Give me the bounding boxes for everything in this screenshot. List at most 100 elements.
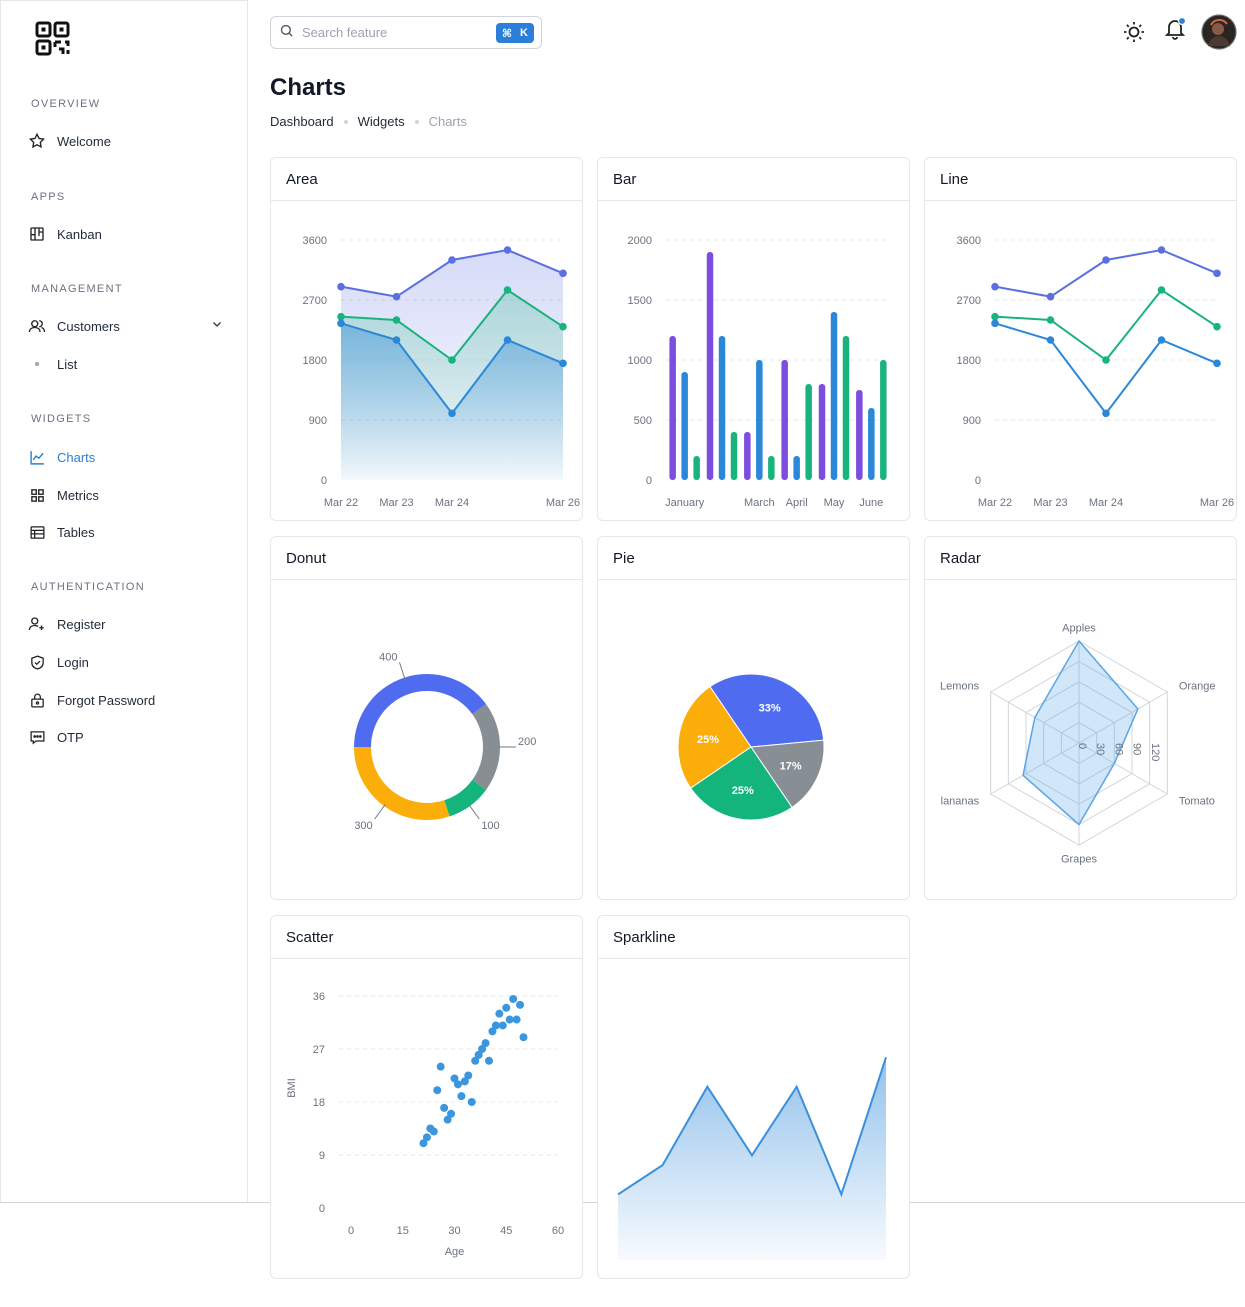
bell-icon bbox=[1163, 16, 1187, 46]
sidebar-item-welcome[interactable]: Welcome bbox=[27, 129, 227, 153]
slice-label: 400 bbox=[379, 651, 397, 663]
radar-axis-label: Apples bbox=[1062, 623, 1096, 635]
y-tick-label: 36 bbox=[313, 991, 325, 1003]
radar-area bbox=[1022, 639, 1139, 826]
card-line: Line 0 900 1800 2700 3600 Mar 22 Mar 23 Mar 24 M… bbox=[924, 157, 1237, 521]
line-chart: 0 900 1800 2700 3600 Mar 22 Mar 23 Mar 24 Mar 26 bbox=[957, 235, 1235, 509]
sidebar-item-login[interactable]: Login bbox=[27, 650, 227, 674]
y-tick-label: 2000 bbox=[628, 235, 652, 247]
sidebar: OVERVIEW Welcome APPS Kanban MANAGEMENT … bbox=[0, 0, 248, 1203]
x-tick-label: 30 bbox=[448, 1225, 460, 1237]
scatter-point bbox=[440, 1103, 449, 1112]
breadcrumb-dashboard[interactable]: Dashboard bbox=[270, 114, 334, 129]
radar-axis-label: Orange bbox=[1179, 680, 1216, 692]
y-tick-label: 1000 bbox=[628, 355, 652, 367]
slice-label: 17% bbox=[780, 761, 802, 773]
scatter-point bbox=[485, 1056, 493, 1065]
data-point bbox=[337, 319, 345, 328]
bar bbox=[718, 336, 726, 480]
sidebar-item-charts[interactable]: Charts bbox=[27, 445, 227, 469]
radar-tick-label: 120 bbox=[1149, 743, 1161, 761]
sidebar-item-tables[interactable]: Tables bbox=[27, 520, 227, 544]
card-title: Donut bbox=[271, 537, 582, 580]
x-tick-label: Mar 22 bbox=[978, 497, 1012, 509]
x-tick-label: January bbox=[665, 497, 705, 509]
sidebar-item-kanban[interactable]: Kanban bbox=[27, 222, 227, 246]
radar-tick-label: 0 bbox=[1076, 743, 1088, 749]
theme-toggle-button[interactable] bbox=[1122, 20, 1146, 49]
search-placeholder: Search feature bbox=[302, 25, 388, 40]
chevron-down-icon[interactable] bbox=[211, 318, 223, 333]
radar-axis-label: lananas bbox=[941, 796, 980, 808]
sidebar-item-label: Tables bbox=[57, 524, 95, 540]
data-point bbox=[1102, 409, 1110, 418]
users-icon bbox=[27, 316, 47, 336]
sidebar-item-metrics[interactable]: Metrics bbox=[27, 483, 227, 507]
scatter-point bbox=[509, 994, 518, 1003]
sidebar-item-label: Register bbox=[57, 616, 106, 632]
sidebar-item-label: Metrics bbox=[57, 487, 99, 503]
sidebar-item-customers[interactable]: Customers bbox=[27, 314, 227, 338]
scatter-point bbox=[505, 1015, 514, 1024]
section-title-widgets: WIDGETS bbox=[31, 413, 92, 425]
label-leader bbox=[399, 662, 406, 680]
radar-tick-label: 30 bbox=[1094, 743, 1106, 755]
scatter-point bbox=[464, 1071, 473, 1080]
avatar[interactable] bbox=[1201, 14, 1237, 55]
y-tick-label: 0 bbox=[975, 475, 981, 487]
radar-axis-label: Grapes bbox=[1061, 853, 1098, 865]
data-point bbox=[392, 336, 401, 344]
pie-slice bbox=[709, 673, 825, 748]
data-point bbox=[1046, 316, 1055, 324]
section-title-authentication: AUTHENTICATION bbox=[31, 581, 145, 593]
scatter-point bbox=[422, 1133, 431, 1142]
scatter-point bbox=[488, 1027, 497, 1036]
y-tick-label: 900 bbox=[309, 415, 327, 427]
data-point bbox=[503, 286, 512, 294]
sidebar-item-label: Charts bbox=[57, 449, 96, 465]
data-point bbox=[991, 312, 999, 321]
y-axis-title: BMI bbox=[286, 1078, 298, 1098]
donut-slice bbox=[354, 674, 487, 747]
data-point bbox=[1213, 322, 1221, 331]
slice-label: 100 bbox=[481, 820, 499, 832]
sidebar-item-otp[interactable]: OTP bbox=[27, 725, 227, 749]
x-tick-label: 45 bbox=[500, 1225, 512, 1237]
card-radar: Radar Apples Orange Tomato Grapes lananas Lem… bbox=[924, 536, 1237, 900]
breadcrumb-charts: Charts bbox=[428, 114, 467, 129]
data-point bbox=[1157, 286, 1166, 294]
section-title-overview: OVERVIEW bbox=[31, 98, 101, 110]
x-tick-label: March bbox=[744, 497, 775, 509]
scatter-point bbox=[443, 1115, 452, 1124]
sidebar-item-label: Kanban bbox=[57, 226, 102, 242]
card-title: Radar bbox=[925, 537, 1236, 580]
data-point bbox=[991, 319, 999, 328]
bar bbox=[868, 408, 875, 480]
sidebar-item-list[interactable]: List bbox=[27, 352, 227, 376]
data-point bbox=[1213, 269, 1221, 278]
scatter-point bbox=[495, 1009, 504, 1018]
x-tick-label: Mar 26 bbox=[1200, 497, 1234, 509]
message-icon bbox=[27, 727, 47, 747]
shortcut-badge: ⌘ K bbox=[495, 23, 534, 43]
data-point bbox=[1046, 336, 1055, 344]
x-tick-label: June bbox=[859, 497, 883, 509]
sidebar-item-register[interactable]: Register bbox=[27, 612, 227, 636]
search-input[interactable]: Search feature ⌘ K bbox=[270, 16, 542, 49]
sidebar-item-forgot-password[interactable]: Forgot Password bbox=[27, 688, 227, 712]
notifications-button[interactable] bbox=[1163, 16, 1187, 47]
area-fill bbox=[341, 323, 563, 480]
breadcrumb-widgets[interactable]: Widgets bbox=[357, 114, 405, 129]
card-pie: Pie 33% 17% 25% 25% bbox=[597, 536, 910, 900]
bar bbox=[842, 336, 850, 480]
scatter-point bbox=[447, 1109, 456, 1118]
radar-chart: Apples Orange Tomato Grapes lananas Lemons 0 30… bbox=[940, 623, 1216, 866]
scatter-chart: 0 9 18 27 36 0 15 30 45 60 Age BMI bbox=[286, 991, 564, 1258]
scatter-point bbox=[457, 1092, 466, 1101]
scatter-point bbox=[502, 1003, 511, 1012]
radar-spoke bbox=[1078, 691, 1168, 744]
sun-icon bbox=[1122, 22, 1146, 48]
bar bbox=[744, 432, 751, 480]
bar bbox=[781, 360, 788, 480]
y-tick-label: 27 bbox=[313, 1044, 325, 1056]
